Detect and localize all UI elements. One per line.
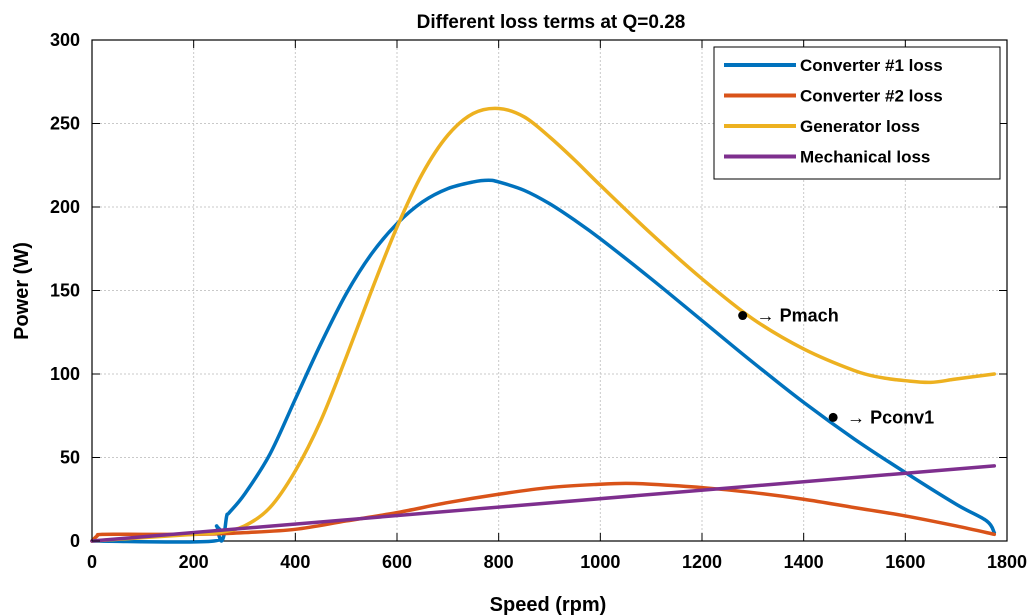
y-tick-label: 50 — [60, 448, 80, 468]
annotations: → Pmach → Pconv1 — [738, 306, 934, 427]
legend-label: Generator loss — [800, 117, 920, 136]
series-line-generator-loss — [90, 106, 997, 543]
legend-label: Mechanical loss — [800, 148, 930, 167]
x-tick-label: 400 — [280, 552, 310, 572]
annotation-marker — [828, 412, 838, 422]
y-axis-label: Power (W) — [11, 242, 33, 340]
annotation-marker — [738, 311, 748, 321]
y-tick-label: 250 — [50, 114, 80, 134]
y-tick-label: 300 — [50, 30, 80, 50]
x-tick-label: 1200 — [682, 552, 722, 572]
x-tick-label: 1600 — [885, 552, 925, 572]
x-tick-label: 200 — [179, 552, 209, 572]
y-tick-label: 0 — [70, 531, 80, 551]
x-tick-label: 1000 — [580, 552, 620, 572]
x-axis-label: Speed (rpm) — [490, 594, 607, 616]
y-tick-label: 100 — [50, 364, 80, 384]
x-tick-label: 600 — [382, 552, 412, 572]
annotation-label: → Pconv1 — [847, 407, 934, 427]
x-tick-label: 1800 — [987, 552, 1027, 572]
x-tick-label: 0 — [87, 552, 97, 572]
legend-label: Converter #2 loss — [800, 87, 943, 106]
legend: Converter #1 loss Converter #2 loss Genera… — [713, 46, 1001, 180]
legend-label: Converter #1 loss — [800, 56, 943, 75]
chart-title: Different loss terms at Q=0.28 — [417, 12, 686, 33]
annotation-label: → Pmach — [757, 306, 839, 326]
tick-labels: 0 200 400 600 800 1000 1200 1400 1600 1800 0 50 100 1… — [50, 30, 1027, 572]
y-tick-label: 200 — [50, 197, 80, 217]
x-tick-label: 1400 — [784, 552, 824, 572]
grid — [92, 40, 1007, 541]
series-lines — [90, 106, 997, 544]
y-tick-label: 150 — [50, 281, 80, 301]
series-line-mechanical-loss — [90, 464, 997, 543]
x-tick-label: 800 — [484, 552, 514, 572]
